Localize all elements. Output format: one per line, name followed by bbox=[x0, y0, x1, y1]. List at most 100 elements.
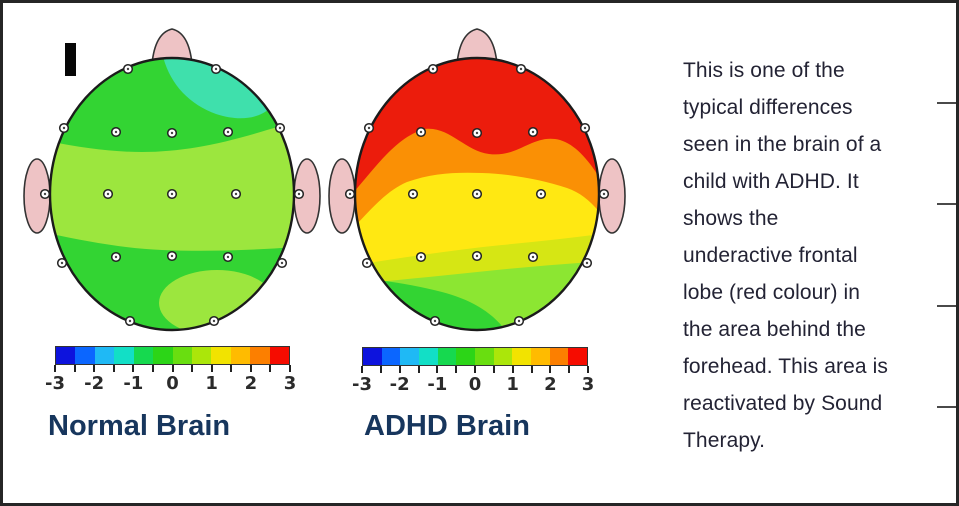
electrode-center-dot bbox=[367, 126, 371, 130]
normal-brain-label: Normal Brain bbox=[48, 410, 231, 442]
colorbar-tick bbox=[568, 366, 571, 373]
colorbar-tick-label: 2 bbox=[244, 373, 258, 394]
colorbar bbox=[55, 346, 290, 365]
colorbar-tick-label: -2 bbox=[84, 373, 105, 394]
electrode-center-dot bbox=[519, 67, 523, 71]
colorbar-tick-label: -1 bbox=[123, 373, 144, 394]
border-tick bbox=[937, 406, 956, 408]
colorbar-tick bbox=[511, 366, 514, 373]
electrode-center-dot bbox=[602, 192, 606, 196]
electrode-center-dot bbox=[234, 192, 238, 196]
electrode-center-dot bbox=[226, 255, 230, 259]
border-tick bbox=[937, 102, 956, 104]
text-cursor-marker bbox=[65, 43, 76, 76]
colorbar-tick bbox=[530, 366, 533, 373]
colorbar-segment bbox=[269, 347, 290, 364]
colorbar-tick bbox=[436, 366, 439, 373]
colorbar-tick-label: -1 bbox=[427, 374, 448, 395]
electrode-center-dot bbox=[583, 126, 587, 130]
colorbar-segment bbox=[250, 347, 270, 364]
nose bbox=[151, 28, 193, 65]
electrode-center-dot bbox=[170, 131, 174, 135]
colorbar-label-row: -3 -2 -1 0 1 2 3 bbox=[45, 373, 296, 397]
electrode-center-dot bbox=[365, 261, 369, 265]
colorbar-segment bbox=[381, 348, 401, 365]
colorbar-segment bbox=[456, 348, 476, 365]
colorbar-segment bbox=[363, 348, 382, 365]
colorbar bbox=[362, 347, 588, 366]
description-line: Therapy. bbox=[683, 429, 766, 452]
electrode-center-dot bbox=[419, 130, 423, 134]
electrode-center-dot bbox=[43, 192, 47, 196]
colorbar-tick bbox=[132, 365, 135, 372]
electrode-center-dot bbox=[431, 67, 435, 71]
colorbar-tick-label: 1 bbox=[506, 374, 519, 395]
colorbar-segment bbox=[400, 348, 420, 365]
border-tick bbox=[937, 305, 956, 307]
electrode-center-dot bbox=[475, 192, 479, 196]
colorbar-tick-label: 2 bbox=[544, 374, 557, 395]
colorbar-segment bbox=[172, 347, 192, 364]
electrode-center-dot bbox=[126, 67, 130, 71]
electrode-center-dot bbox=[280, 261, 284, 265]
adhd-brain-topomap bbox=[328, 28, 626, 332]
colorbar-tick-label: -3 bbox=[45, 373, 65, 394]
colorbar-segment bbox=[56, 347, 76, 364]
colorbar-tick-label: -3 bbox=[352, 374, 372, 395]
colorbar-tick bbox=[417, 366, 420, 373]
colorbar-tick bbox=[455, 366, 458, 373]
colorbar-tick bbox=[587, 366, 589, 373]
colorbar-tick-label: -2 bbox=[389, 374, 410, 395]
description-line: This is one of the bbox=[683, 59, 845, 82]
electrode-center-dot bbox=[212, 319, 216, 323]
electrode-layer bbox=[39, 63, 305, 327]
colorbar-segment bbox=[531, 348, 550, 365]
description-text: This is one of the typical differences see… bbox=[683, 52, 949, 459]
adhd-brain-label: ADHD Brain bbox=[364, 410, 530, 442]
electrode-center-dot bbox=[475, 131, 479, 135]
description-line: reactivated by Sound bbox=[683, 392, 883, 415]
electrode-center-dot bbox=[348, 192, 352, 196]
colorbar-tick-label: 3 bbox=[283, 373, 297, 394]
nose bbox=[456, 28, 498, 65]
colorbar-tick bbox=[112, 365, 115, 372]
adhd-topo-regions bbox=[355, 58, 599, 330]
description-line: typical differences bbox=[683, 96, 853, 119]
border-tick bbox=[937, 203, 956, 205]
electrode-center-dot bbox=[411, 192, 415, 196]
colorbar-tick-label: 0 bbox=[468, 374, 482, 395]
electrode-center-dot bbox=[297, 192, 301, 196]
electrode-center-dot bbox=[531, 255, 535, 259]
electrode-center-dot bbox=[170, 192, 174, 196]
colorbar-tick bbox=[289, 365, 291, 372]
description-line: child with ADHD. It bbox=[683, 170, 859, 193]
colorbar-tick bbox=[269, 365, 272, 372]
colorbar-tick-label: 3 bbox=[581, 374, 595, 395]
electrode-center-dot bbox=[114, 255, 118, 259]
colorbar-tick bbox=[361, 366, 363, 373]
colorbar-segment bbox=[230, 347, 251, 364]
colorbar-tick-row bbox=[54, 365, 291, 372]
electrode-center-dot bbox=[539, 192, 543, 196]
colorbar-segment bbox=[153, 347, 173, 364]
colorbar-segment bbox=[568, 348, 588, 365]
colorbar-scale-adhd: -3 -2 -1 0 1 2 3 bbox=[352, 347, 594, 398]
electrode-center-dot bbox=[62, 126, 66, 130]
colorbar-tick-row bbox=[361, 366, 589, 373]
normal-topo-regions bbox=[50, 58, 294, 330]
electrode-center-dot bbox=[419, 255, 423, 259]
description-line: shows the bbox=[683, 207, 779, 230]
colorbar-segment bbox=[437, 348, 457, 365]
description-line: the area behind the bbox=[683, 318, 866, 341]
colorbar-tick bbox=[398, 366, 401, 373]
description-line: seen in the brain of a bbox=[683, 133, 882, 156]
description-line: forehead. This area is bbox=[683, 355, 888, 378]
electrode-center-dot bbox=[278, 126, 282, 130]
colorbar-segment bbox=[94, 347, 115, 364]
colorbar-segment bbox=[211, 347, 231, 364]
colorbar-segment bbox=[475, 348, 494, 365]
colorbar-segment bbox=[549, 348, 569, 365]
colorbar-tick bbox=[93, 365, 96, 372]
colorbar-tick bbox=[549, 366, 552, 373]
